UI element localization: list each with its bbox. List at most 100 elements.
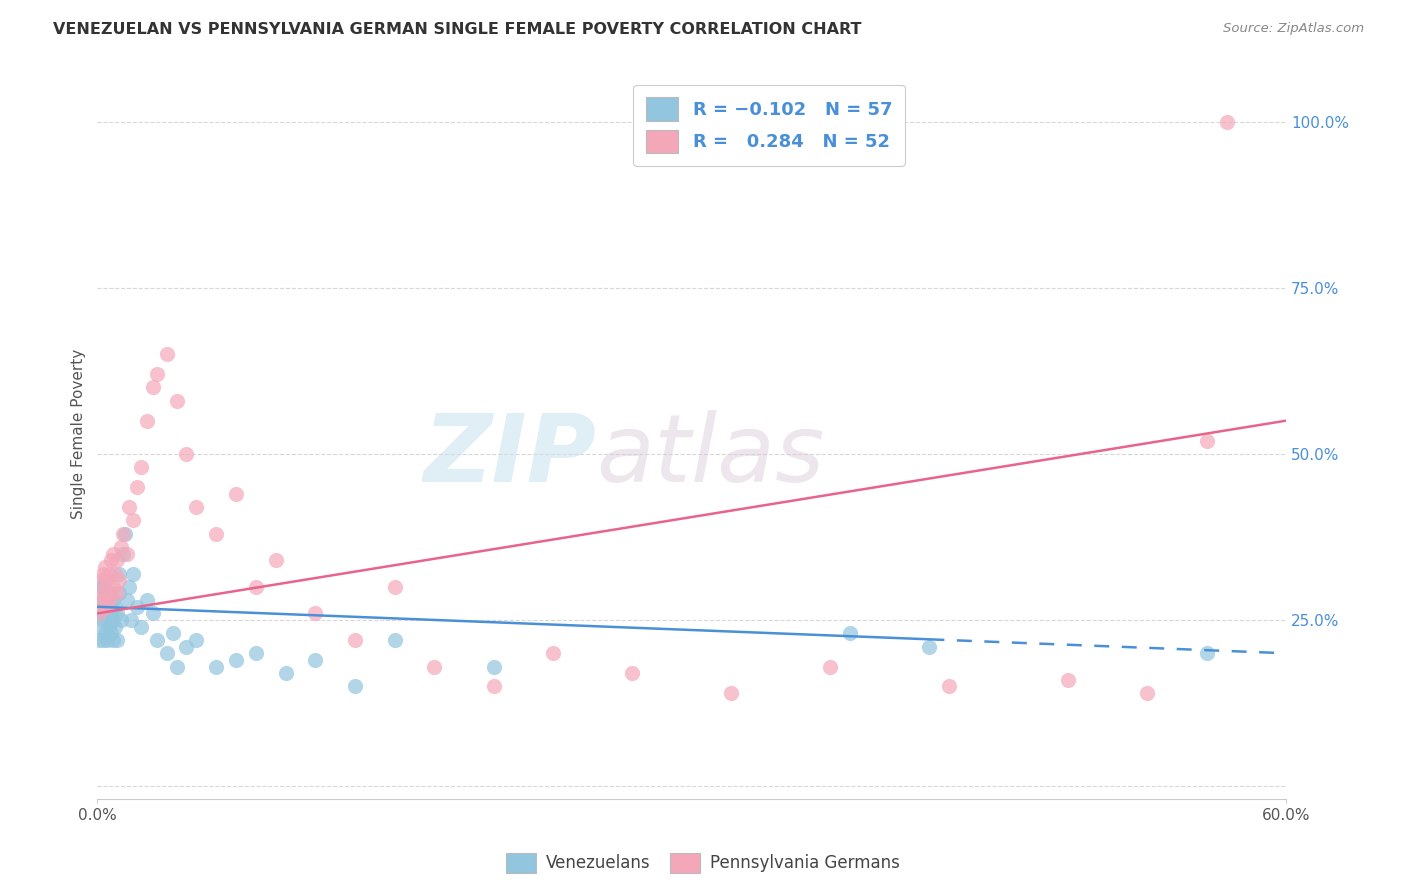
Point	[1057, 673, 1080, 687]
Point	[938, 680, 960, 694]
Point	[98, 593, 121, 607]
Point	[96, 607, 118, 621]
Point	[91, 580, 114, 594]
Text: atlas: atlas	[596, 410, 825, 501]
Point	[264, 553, 287, 567]
Point	[820, 659, 842, 673]
Point	[103, 632, 125, 647]
Point	[225, 487, 247, 501]
Point	[105, 632, 128, 647]
Point	[103, 547, 125, 561]
Point	[98, 620, 121, 634]
Point	[384, 632, 406, 647]
Point	[100, 553, 122, 567]
Point	[146, 632, 169, 647]
Point	[112, 526, 135, 541]
Point	[839, 626, 862, 640]
Point	[166, 393, 188, 408]
Point	[1136, 686, 1159, 700]
Point	[108, 573, 131, 587]
Point	[176, 640, 198, 654]
Point	[110, 540, 132, 554]
Point	[162, 626, 184, 640]
Point	[104, 620, 127, 634]
Point	[423, 659, 446, 673]
Point	[108, 566, 131, 581]
Point	[135, 414, 157, 428]
Point	[720, 686, 742, 700]
Point	[90, 599, 112, 614]
Text: ZIP: ZIP	[423, 410, 596, 502]
Point	[135, 593, 157, 607]
Point	[176, 447, 198, 461]
Point	[90, 620, 112, 634]
Point	[89, 632, 111, 647]
Point	[100, 586, 122, 600]
Point	[1195, 646, 1218, 660]
Point	[98, 566, 121, 581]
Point	[118, 500, 141, 514]
Point	[343, 632, 366, 647]
Point	[100, 586, 122, 600]
Point	[343, 680, 366, 694]
Point	[94, 573, 117, 587]
Point	[105, 553, 128, 567]
Point	[621, 666, 644, 681]
Point	[122, 513, 145, 527]
Point	[94, 560, 117, 574]
Point	[103, 613, 125, 627]
Point	[100, 626, 122, 640]
Point	[122, 566, 145, 581]
Point	[156, 347, 179, 361]
Point	[205, 526, 228, 541]
Point	[125, 599, 148, 614]
Point	[105, 586, 128, 600]
Point	[205, 659, 228, 673]
Point	[166, 659, 188, 673]
Point	[142, 607, 165, 621]
Point	[91, 632, 114, 647]
Point	[129, 620, 152, 634]
Point	[110, 613, 132, 627]
Point	[91, 566, 114, 581]
Point	[129, 460, 152, 475]
Point	[91, 593, 114, 607]
Point	[541, 646, 564, 660]
Point	[274, 666, 297, 681]
Text: VENEZUELAN VS PENNSYLVANIA GERMAN SINGLE FEMALE POVERTY CORRELATION CHART: VENEZUELAN VS PENNSYLVANIA GERMAN SINGLE…	[53, 22, 862, 37]
Point	[115, 593, 138, 607]
Point	[112, 547, 135, 561]
Point	[142, 380, 165, 394]
Point	[245, 646, 267, 660]
Point	[89, 586, 111, 600]
Point	[304, 607, 326, 621]
Point	[105, 607, 128, 621]
Point	[125, 480, 148, 494]
Point	[108, 586, 131, 600]
Point	[245, 580, 267, 594]
Point	[89, 607, 111, 621]
Point	[91, 593, 114, 607]
Point	[96, 573, 118, 587]
Point	[186, 500, 208, 514]
Point	[304, 653, 326, 667]
Point	[115, 547, 138, 561]
Point	[100, 607, 122, 621]
Point	[384, 580, 406, 594]
Point	[118, 580, 141, 594]
Point	[114, 526, 136, 541]
Point	[156, 646, 179, 660]
Point	[90, 573, 112, 587]
Point	[1215, 114, 1237, 128]
Point	[94, 599, 117, 614]
Point	[104, 599, 127, 614]
Point	[98, 599, 121, 614]
Point	[120, 613, 142, 627]
Point	[90, 599, 112, 614]
Text: Source: ZipAtlas.com: Source: ZipAtlas.com	[1223, 22, 1364, 36]
Point	[225, 653, 247, 667]
Y-axis label: Single Female Poverty: Single Female Poverty	[72, 349, 86, 519]
Point	[94, 626, 117, 640]
Point	[96, 632, 118, 647]
Point	[1195, 434, 1218, 448]
